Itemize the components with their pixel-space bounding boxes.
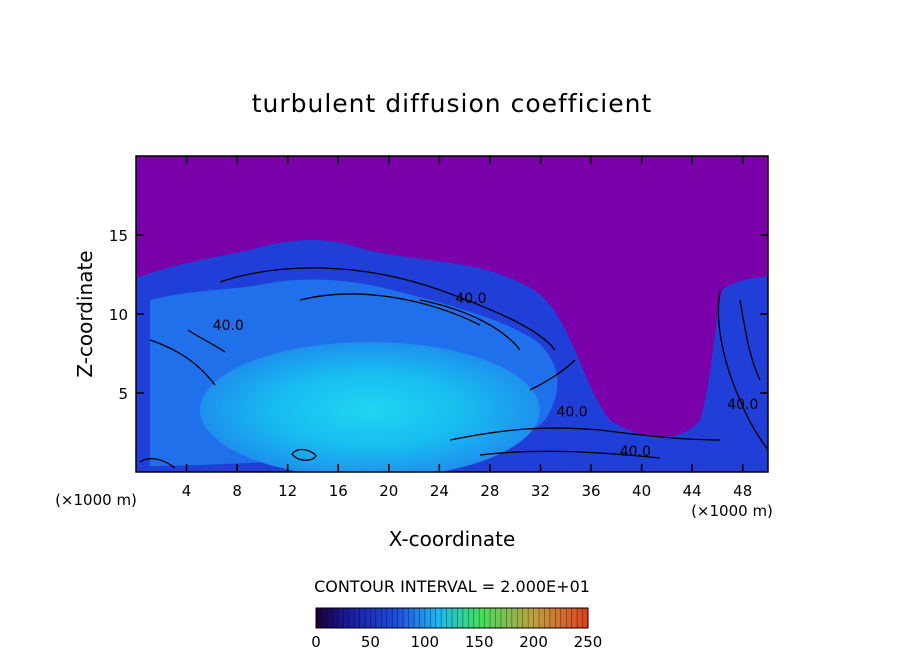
x-tick-label: 40 xyxy=(632,482,651,500)
colorbar-tick-label: 150 xyxy=(465,633,494,651)
x-tick-label: 32 xyxy=(531,482,550,500)
y-tick-label: 15 xyxy=(109,227,128,245)
x-axis: 4 8 12 16 20 24 28 32 36 40 44 48 xyxy=(182,156,752,500)
x-tick-label: 48 xyxy=(733,482,752,500)
x-tick-label: 24 xyxy=(430,482,449,500)
contour-label: 40.0 xyxy=(556,405,587,421)
y-tick-label: 10 xyxy=(109,306,128,324)
y-axis: 5 10 15 xyxy=(109,227,768,403)
contour-interval-text: CONTOUR INTERVAL = 2.000E+01 xyxy=(314,577,590,596)
plot-area xyxy=(136,156,768,472)
colorbar-stripes xyxy=(321,608,583,628)
contour-label: 40.0 xyxy=(213,318,244,334)
colorbar-tick-label: 250 xyxy=(574,633,603,651)
colorbar: 0 50 100 150 200 250 xyxy=(311,607,602,651)
x-axis-title: X-coordinate xyxy=(389,527,516,551)
y-tick-label: 5 xyxy=(118,385,128,403)
x-tick-label: 16 xyxy=(329,482,348,500)
x-tick-label: 44 xyxy=(683,482,702,500)
contour-label: 40.0 xyxy=(620,444,651,460)
x-unit-label: (×1000 m) xyxy=(691,502,773,520)
x-tick-label: 8 xyxy=(232,482,242,500)
contour-label: 40.0 xyxy=(727,397,758,413)
chart-title: turbulent diffusion coefficient xyxy=(252,89,653,118)
contour-lines xyxy=(139,267,768,469)
colorbar-tick-label: 100 xyxy=(410,633,439,651)
x-tick-label: 12 xyxy=(278,482,297,500)
colorbar-tick-label: 0 xyxy=(311,633,321,651)
y-axis-title: Z-coordinate xyxy=(73,250,97,377)
x-tick-label: 36 xyxy=(581,482,600,500)
x-tick-label: 28 xyxy=(480,482,499,500)
colorbar-ticks: 0 50 100 150 200 250 xyxy=(311,633,602,651)
x-tick-label: 4 xyxy=(182,482,192,500)
x-tick-label: 20 xyxy=(379,482,398,500)
y-unit-label: (×1000 m) xyxy=(55,491,137,509)
colorbar-tick-label: 50 xyxy=(361,633,380,651)
vortex-core xyxy=(200,342,540,472)
contour-label-layer: 40.0 40.0 40.0 40.0 40.0 xyxy=(213,291,759,460)
colorbar-tick-label: 200 xyxy=(519,633,548,651)
contour-label: 40.0 xyxy=(455,291,486,307)
